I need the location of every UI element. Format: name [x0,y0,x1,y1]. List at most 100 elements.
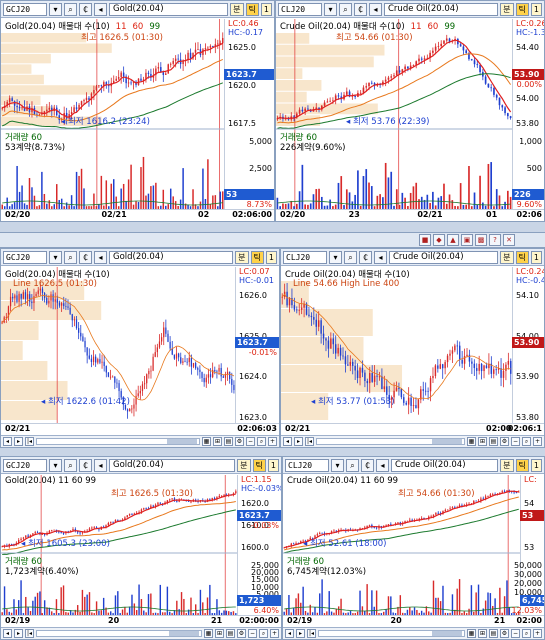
symbol-dropdown-icon[interactable]: ▾ [49,2,62,16]
search-icon[interactable]: ⌕ [64,458,77,472]
chart-scrollbar[interactable]: ◂ ▸ |◂ ▦ ⊞ ▤ ⚙ − ⌕ + [1,627,281,639]
speaker-icon[interactable]: ◂ [94,2,107,16]
chart-scrollbar[interactable]: ◂ ▸ |◂ ▦ ⊞ ▤ ⚙ − ⌕ + [281,435,544,447]
zoom-in-icon[interactable]: + [268,437,277,446]
scroll-nav-icon[interactable]: ▸ [294,437,303,446]
symbol-input[interactable]: GCJ20 [3,250,47,264]
symbol-dropdown-icon[interactable]: ▾ [331,458,344,472]
strip-button-5[interactable]: ? [489,234,501,246]
grid-icon[interactable]: ▦ [467,629,476,638]
symbol-dropdown-icon[interactable]: ▾ [49,458,62,472]
strip-button-6[interactable]: ✕ [503,234,515,246]
scroll-track[interactable] [316,438,465,445]
scroll-nav-icon[interactable]: ◂ [285,629,294,638]
zoom-out-icon[interactable]: − [248,629,257,638]
speaker-icon[interactable]: ◂ [94,458,107,472]
symbol-input[interactable]: CLJ20 [283,250,327,264]
scroll-thumb[interactable] [432,439,462,444]
scroll-nav-icon[interactable]: |◂ [305,437,314,446]
currency-icon[interactable]: ₵ [79,250,92,264]
period-tab-2[interactable]: 1 [265,250,277,264]
magnifier-icon[interactable]: ⌕ [259,629,268,638]
scroll-track[interactable] [318,630,465,637]
scroll-thumb[interactable] [169,631,199,636]
period-tab-2[interactable]: 1 [530,458,542,472]
settings-icon[interactable]: ⚙ [237,629,246,638]
search-icon[interactable]: ⌕ [64,2,77,16]
zoom-in-icon[interactable]: + [270,629,279,638]
period-tab-1[interactable]: 틱 [515,458,529,472]
grid-icon[interactable]: ▦ [467,437,476,446]
scroll-nav-icon[interactable]: |◂ [25,629,34,638]
list-icon[interactable]: ▤ [489,629,498,638]
symbol-input[interactable]: GCJ20 [3,2,47,16]
period-tab-1[interactable]: 틱 [515,250,529,264]
magnifier-icon[interactable]: ⌕ [522,437,531,446]
zoom-in-icon[interactable]: + [533,437,542,446]
zoom-out-icon[interactable]: − [511,629,520,638]
scroll-nav-icon[interactable]: ◂ [283,437,292,446]
symbol-dropdown-icon[interactable]: ▾ [49,250,62,264]
chart-canvas[interactable] [1,1,274,221]
period-tab-1[interactable]: 틱 [245,2,259,16]
scroll-nav-icon[interactable]: ▸ [14,437,23,446]
strip-button-3[interactable]: ▣ [461,234,473,246]
scroll-nav-icon[interactable]: ▸ [296,629,305,638]
search-icon[interactable]: ⌕ [346,458,359,472]
currency-icon[interactable]: ₵ [361,458,374,472]
list-icon[interactable]: ▤ [226,629,235,638]
chart-canvas[interactable] [1,457,281,639]
period-tab-0[interactable]: 분 [500,2,514,16]
layout-icon[interactable]: ⊞ [215,629,224,638]
scroll-track[interactable] [36,438,200,445]
grid-icon[interactable]: ▦ [204,629,213,638]
chart-canvas[interactable] [1,249,279,447]
currency-icon[interactable]: ₵ [354,2,367,16]
speaker-icon[interactable]: ◂ [94,250,107,264]
symbol-input[interactable]: GCJ20 [3,458,47,472]
magnifier-icon[interactable]: ⌕ [522,629,531,638]
currency-icon[interactable]: ₵ [79,2,92,16]
settings-icon[interactable]: ⚙ [235,437,244,446]
speaker-icon[interactable]: ◂ [369,2,382,16]
strip-button-4[interactable]: ▩ [475,234,487,246]
period-tab-1[interactable]: 틱 [250,250,264,264]
period-tab-2[interactable]: 1 [267,458,279,472]
strip-button-0[interactable]: ■ [419,234,431,246]
period-tab-0[interactable]: 분 [237,458,251,472]
period-tab-2[interactable]: 1 [530,2,542,16]
scroll-nav-icon[interactable]: ◂ [3,437,12,446]
period-tab-2[interactable]: 1 [260,2,272,16]
currency-icon[interactable]: ₵ [359,250,372,264]
period-tab-0[interactable]: 분 [235,250,249,264]
period-tab-0[interactable]: 분 [500,250,514,264]
chart-canvas[interactable] [276,1,544,221]
period-tab-1[interactable]: 틱 [252,458,266,472]
symbol-dropdown-icon[interactable]: ▾ [324,2,337,16]
grid-icon[interactable]: ▦ [202,437,211,446]
scroll-nav-icon[interactable]: |◂ [307,629,316,638]
chart-scrollbar[interactable]: ◂ ▸ |◂ ▦ ⊞ ▤ ⚙ − ⌕ + [1,435,279,447]
period-tab-1[interactable]: 틱 [515,2,529,16]
chart-canvas[interactable] [281,249,544,447]
settings-icon[interactable]: ⚙ [500,437,509,446]
speaker-icon[interactable]: ◂ [376,458,389,472]
period-tab-0[interactable]: 분 [230,2,244,16]
list-icon[interactable]: ▤ [489,437,498,446]
layout-icon[interactable]: ⊞ [478,437,487,446]
list-icon[interactable]: ▤ [224,437,233,446]
symbol-input[interactable]: CLJ20 [285,458,329,472]
zoom-out-icon[interactable]: − [511,437,520,446]
scroll-thumb[interactable] [167,439,197,444]
symbol-input[interactable]: CLJ20 [278,2,322,16]
search-icon[interactable]: ⌕ [339,2,352,16]
scroll-nav-icon[interactable]: ◂ [3,629,12,638]
zoom-in-icon[interactable]: + [533,629,542,638]
speaker-icon[interactable]: ◂ [374,250,387,264]
symbol-dropdown-icon[interactable]: ▾ [329,250,342,264]
settings-icon[interactable]: ⚙ [500,629,509,638]
scroll-nav-icon[interactable]: ▸ [14,629,23,638]
strip-button-2[interactable]: ▲ [447,234,459,246]
search-icon[interactable]: ⌕ [64,250,77,264]
magnifier-icon[interactable]: ⌕ [257,437,266,446]
